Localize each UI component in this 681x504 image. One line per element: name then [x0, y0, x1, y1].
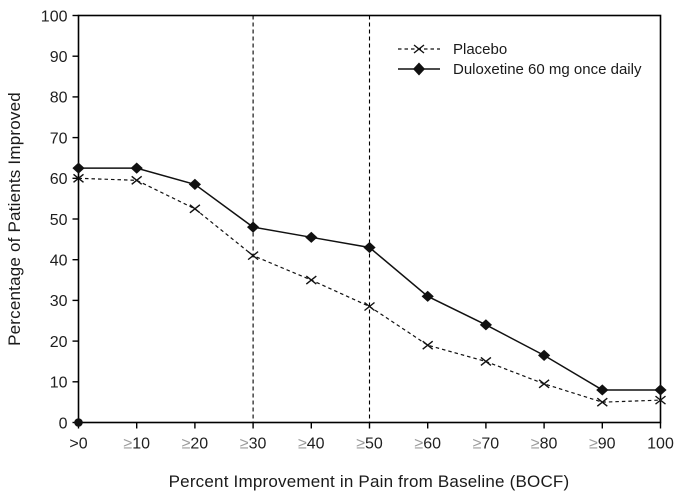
x-tick-label: 100 — [647, 435, 674, 452]
x-axis-title: Percent Improvement in Pain from Baselin… — [168, 472, 570, 491]
x-marker — [305, 275, 317, 285]
x-marker — [364, 301, 375, 312]
legend-item-duloxetine: Duloxetine 60 mg once daily — [396, 59, 641, 79]
y-tick-label: 30 — [50, 293, 68, 310]
y-tick-label: 100 — [41, 8, 68, 25]
y-tick-label: 0 — [59, 415, 68, 432]
diamond-marker — [538, 349, 551, 361]
x-marker — [538, 379, 550, 389]
diamond-marker — [479, 319, 492, 331]
diamond-marker — [72, 162, 85, 174]
x-marker — [189, 204, 201, 214]
x-marker — [596, 397, 608, 407]
x-tick-label: ≥60 — [414, 435, 441, 452]
x-tick-label: ≥40 — [298, 435, 325, 452]
diamond-marker — [188, 178, 201, 191]
diamond-marker — [596, 384, 609, 396]
x-marker — [655, 395, 666, 405]
x-tick-label: ≥20 — [182, 435, 209, 452]
x-tick-label: ≥80 — [531, 435, 558, 452]
x-tick-label: ≥50 — [356, 435, 383, 452]
y-tick-label: 60 — [50, 171, 68, 188]
legend-item-placebo: Placebo — [396, 39, 641, 59]
diamond-marker — [654, 384, 667, 396]
diamond-marker — [305, 231, 318, 243]
y-tick-label: 90 — [50, 49, 68, 66]
x-tick-label: ≥70 — [473, 435, 500, 452]
y-axis-title: Percentage of Patients Improved — [5, 92, 24, 346]
diamond-marker — [363, 241, 376, 254]
diamond-marker — [247, 221, 260, 233]
placebo-line-marker-icon — [398, 44, 440, 54]
y-tick-label: 10 — [50, 375, 68, 392]
legend: Placebo Duloxetine 60 mg once daily — [396, 39, 641, 79]
y-tick-label: 80 — [50, 90, 68, 107]
x-tick-label: ≥90 — [589, 435, 616, 452]
x-tick-label: >0 — [69, 435, 87, 452]
y-tick-label: 20 — [50, 334, 68, 351]
x-marker — [131, 175, 143, 185]
x-marker — [247, 251, 259, 261]
legend-label-placebo: Placebo — [453, 40, 508, 58]
diamond-marker — [130, 162, 143, 174]
diamond-marker — [421, 290, 434, 302]
x-marker — [422, 340, 434, 350]
y-tick-label: 70 — [50, 130, 68, 147]
duloxetine-line-marker-icon — [398, 62, 440, 76]
x-tick-label: ≥10 — [123, 435, 150, 452]
legend-label-duloxetine: Duloxetine 60 mg once daily — [453, 60, 642, 78]
x-tick-label: ≥30 — [240, 435, 267, 452]
y-tick-label: 50 — [50, 212, 68, 229]
y-tick-label: 40 — [50, 252, 68, 269]
origin-dot-marker — [74, 418, 83, 427]
x-marker — [480, 356, 492, 366]
x-marker — [73, 173, 84, 183]
